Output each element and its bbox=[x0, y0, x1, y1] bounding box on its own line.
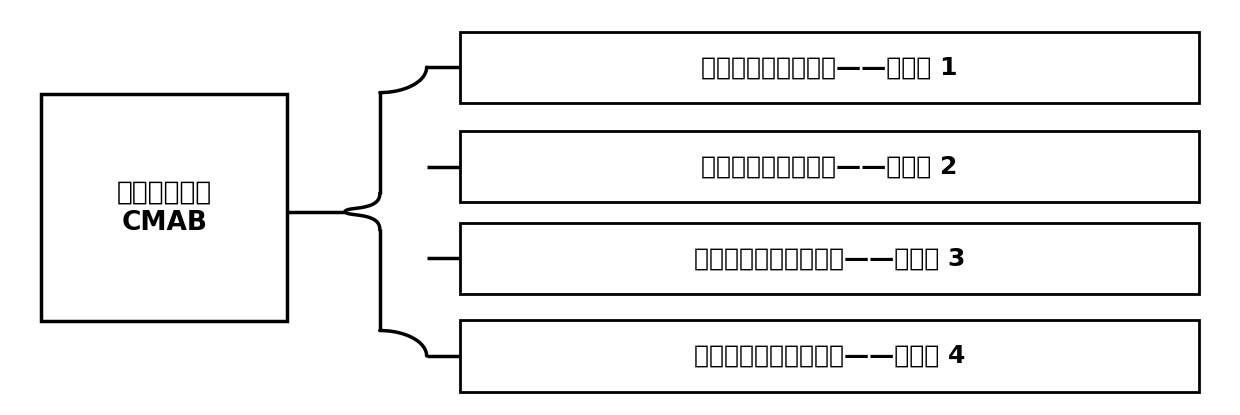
FancyBboxPatch shape bbox=[460, 320, 1199, 391]
FancyBboxPatch shape bbox=[460, 32, 1199, 103]
FancyBboxPatch shape bbox=[460, 131, 1199, 203]
FancyBboxPatch shape bbox=[460, 223, 1199, 294]
Text: 包埋微生物的
CMAB: 包埋微生物的 CMAB bbox=[117, 180, 212, 235]
Text: 硝酸钠交联的薄凝胶层——实施例 3: 硝酸钠交联的薄凝胶层——实施例 3 bbox=[693, 247, 965, 270]
FancyBboxPatch shape bbox=[41, 94, 288, 321]
Text: 硼酸交联的厚凝胶层——实施例 2: 硼酸交联的厚凝胶层——实施例 2 bbox=[701, 155, 957, 179]
Text: 硝酸钠交联的厚凝胶层——实施例 4: 硝酸钠交联的厚凝胶层——实施例 4 bbox=[693, 344, 965, 368]
Text: 硼酸交联的薄凝胶层——实施例 1: 硼酸交联的薄凝胶层——实施例 1 bbox=[701, 55, 957, 79]
